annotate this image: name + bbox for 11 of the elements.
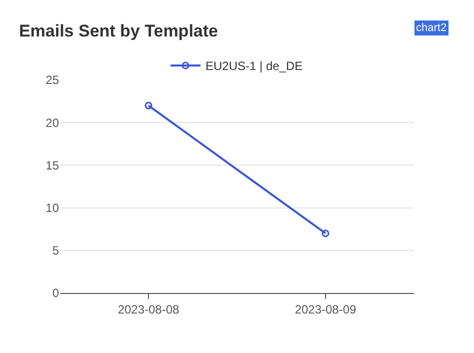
y-tick-label: 15 (46, 158, 60, 172)
y-tick-label: 10 (46, 201, 60, 215)
y-tick-label: 5 (52, 244, 60, 258)
legend-label: EU2US-1 | de_DE (206, 59, 303, 74)
y-tick-label: 25 (46, 73, 60, 88)
x-tick-label: 2023-08-09 (294, 302, 357, 316)
y-tick-label: 20 (46, 116, 60, 130)
x-tick-label: 2023-08-08 (118, 302, 180, 316)
y-tick-label: 0 (52, 286, 60, 300)
caption: chart2 (416, 22, 447, 34)
chart-title: Emails Sent by Template (18, 22, 218, 41)
